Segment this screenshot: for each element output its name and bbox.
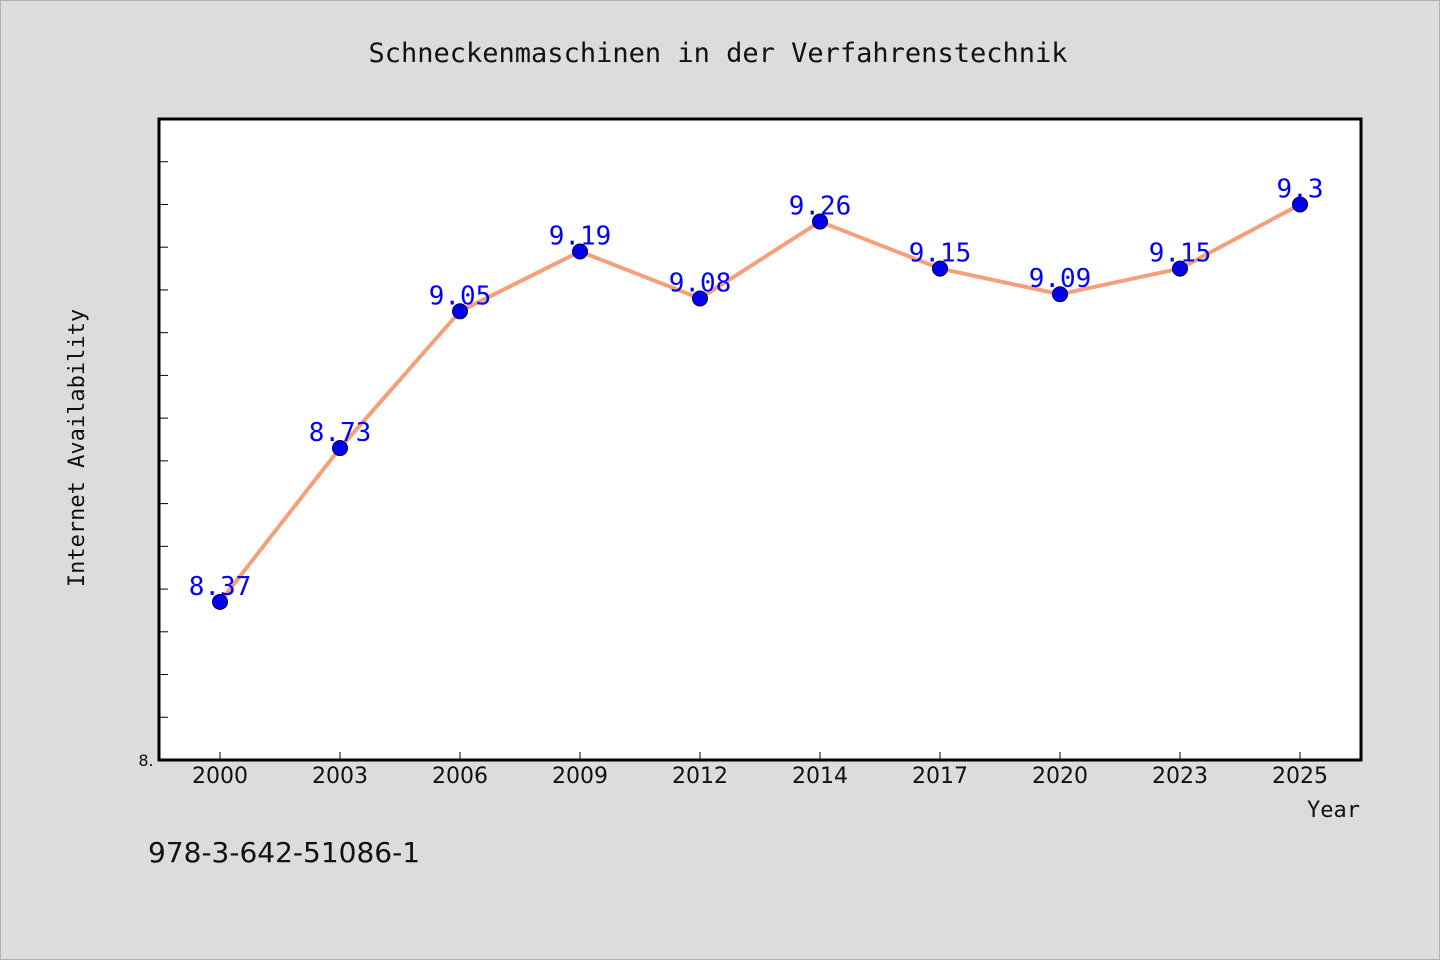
x-tick-label: 2003 [312, 764, 368, 789]
data-point [572, 243, 588, 260]
data-labels: 8.37 8.73 9.05 9.19 9.08 9.26 9.15 9.09 9.15 9.3 [189, 174, 1324, 601]
data-label: 8.37 [189, 572, 252, 602]
data-label: 9.26 [789, 192, 852, 222]
data-label: 8.73 [309, 418, 372, 448]
isbn-footer: 978-3-642-51086-1 [148, 836, 420, 869]
data-point [812, 213, 828, 230]
data-label: 9.08 [669, 268, 732, 298]
series-line-group [218, 202, 1302, 604]
data-point [1052, 286, 1068, 303]
series-line [218, 202, 1302, 604]
data-point [932, 260, 948, 277]
x-axis-ticks: 2000 2003 2006 2009 2012 2014 2017 2020 2023 2025 [192, 752, 1328, 789]
x-tick-label: 2012 [672, 764, 728, 789]
x-tick-label: 2006 [432, 764, 488, 789]
y-axis-label: Internet Availability [65, 309, 90, 587]
x-tick-label: 2000 [192, 764, 248, 789]
x-tick-label: 2017 [912, 764, 968, 789]
data-label: 9.15 [909, 239, 972, 269]
x-tick-label: 2014 [792, 764, 848, 789]
x-tick-label: 2023 [1152, 764, 1208, 789]
y-tick-label-min: 8. [138, 751, 153, 770]
data-label: 9.15 [1149, 239, 1212, 269]
plot-area [157, 117, 1363, 762]
data-point [452, 303, 468, 320]
data-markers [212, 196, 1308, 610]
data-point [332, 440, 348, 457]
x-axis-label: Year [1307, 798, 1360, 823]
data-label: 9.19 [549, 221, 612, 251]
data-label: 9.05 [429, 281, 492, 311]
data-point [1172, 260, 1188, 277]
x-tick-label: 2020 [1032, 764, 1088, 789]
x-tick-label: 2009 [552, 764, 608, 789]
data-point [692, 290, 708, 307]
y-axis-ticks [159, 161, 168, 718]
data-label: 9.09 [1029, 264, 1092, 294]
data-point [212, 593, 228, 610]
x-tick-label: 2025 [1272, 764, 1328, 789]
data-point [1292, 196, 1308, 213]
data-label: 9.3 [1277, 174, 1324, 204]
chart-title: Schneckenmaschinen in der Verfahrenstech… [369, 38, 1068, 69]
